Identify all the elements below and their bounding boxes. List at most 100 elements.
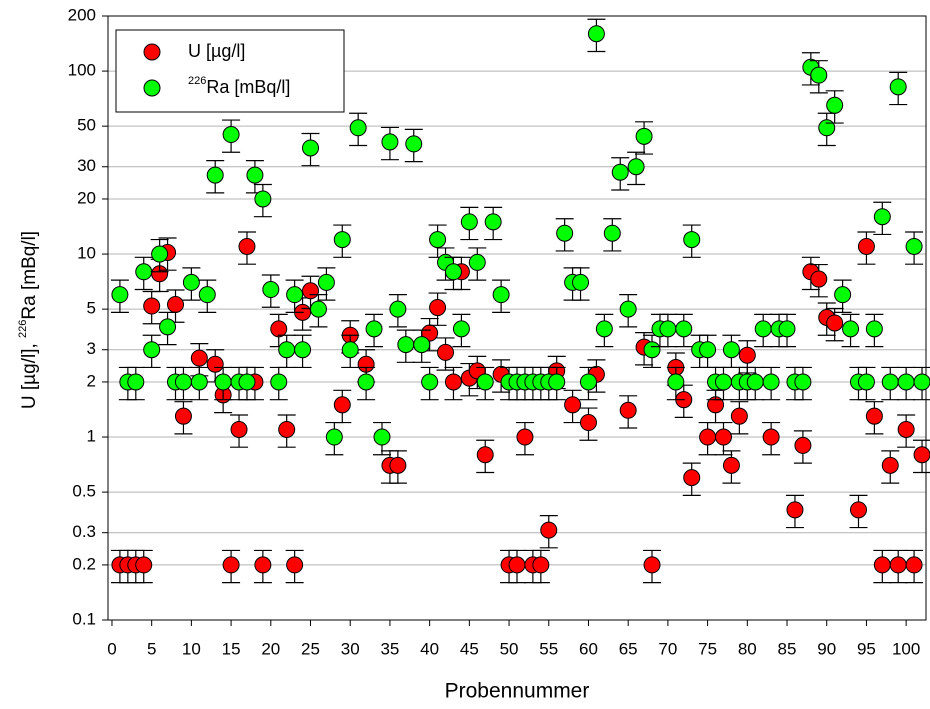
point [309, 300, 327, 318]
point [365, 320, 383, 338]
point [675, 320, 693, 338]
y-tick-label: 0.5 [72, 482, 96, 501]
point [508, 556, 526, 574]
point [556, 224, 574, 242]
x-tick-label: 0 [107, 639, 116, 658]
point [302, 282, 320, 300]
x-tick-label: 35 [380, 639, 399, 658]
point [190, 373, 208, 391]
point [714, 428, 732, 446]
point [595, 320, 613, 338]
x-tick-label: 5 [147, 639, 156, 658]
point [762, 373, 780, 391]
x-tick-label: 25 [301, 639, 320, 658]
legend-box [115, 29, 345, 113]
point [397, 336, 415, 354]
point [468, 253, 486, 271]
point [405, 135, 423, 153]
x-tick-label: 40 [420, 639, 439, 658]
y-tick-label: 2 [87, 371, 96, 390]
point [389, 456, 407, 474]
point [190, 349, 208, 367]
point [635, 127, 653, 145]
point [603, 224, 621, 242]
point [278, 341, 296, 359]
x-tick-label: 30 [341, 639, 360, 658]
point [849, 501, 867, 519]
point [286, 556, 304, 574]
point [643, 556, 661, 574]
x-tick-label: 95 [857, 639, 876, 658]
x-tick-label: 100 [892, 639, 920, 658]
point [135, 556, 153, 574]
x-axis-label: Probennummer [445, 680, 590, 703]
y-tick-label: 100 [68, 61, 96, 80]
x-tick-label: 70 [658, 639, 677, 658]
point [222, 556, 240, 574]
point [913, 446, 930, 464]
point [794, 436, 812, 454]
x-tick-label: 15 [222, 639, 241, 658]
point [881, 373, 899, 391]
point [333, 231, 351, 249]
point [222, 126, 240, 144]
point [437, 343, 455, 361]
point [627, 158, 645, 176]
point [889, 556, 907, 574]
point [246, 166, 264, 184]
x-tick-label: 80 [738, 639, 757, 658]
y-tick-label: 30 [77, 156, 96, 175]
point [564, 396, 582, 414]
point [842, 320, 860, 338]
y-tick-label: 5 [87, 299, 96, 318]
y-tick-label: 3 [87, 339, 96, 358]
point [572, 273, 590, 291]
point [452, 320, 470, 338]
x-tick-label: 10 [182, 639, 201, 658]
point [143, 341, 161, 359]
point [746, 373, 764, 391]
point [325, 428, 343, 446]
point [238, 237, 256, 255]
point [476, 446, 494, 464]
point [286, 286, 304, 304]
point [333, 396, 351, 414]
point [881, 456, 899, 474]
point [913, 373, 930, 391]
point [826, 314, 844, 332]
point [683, 231, 701, 249]
point [579, 373, 597, 391]
point [722, 456, 740, 474]
point [349, 119, 367, 137]
point [730, 407, 748, 425]
point [810, 66, 828, 84]
point [373, 428, 391, 446]
point [643, 341, 661, 359]
point [683, 469, 701, 487]
point [198, 286, 216, 304]
point [167, 296, 185, 314]
point [619, 300, 637, 318]
x-tick-label: 20 [261, 639, 280, 658]
x-tick-label: 50 [500, 639, 519, 658]
point [111, 286, 129, 304]
point [429, 231, 447, 249]
legend-label: U [µg/l] [188, 41, 245, 61]
point [429, 299, 447, 317]
point [317, 273, 335, 291]
point [182, 273, 200, 291]
point [873, 208, 891, 226]
point [857, 237, 875, 255]
point [834, 286, 852, 304]
point [548, 373, 566, 391]
point [484, 213, 502, 231]
x-tick-label: 75 [698, 639, 717, 658]
point [905, 556, 923, 574]
point [818, 119, 836, 137]
y-tick-label: 0.2 [72, 554, 96, 573]
y-tick-label: 200 [68, 5, 96, 24]
point [540, 521, 558, 539]
point [492, 286, 510, 304]
point [460, 213, 478, 231]
point [357, 373, 375, 391]
